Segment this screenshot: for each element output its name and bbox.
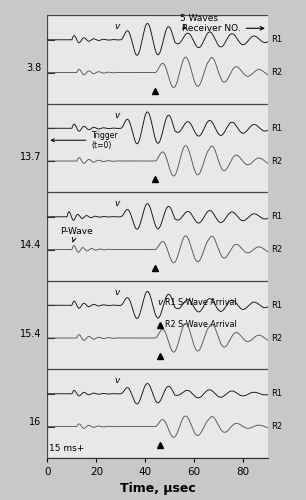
Text: R1: R1 xyxy=(271,301,282,310)
Text: v: v xyxy=(157,298,163,307)
Text: 14.4: 14.4 xyxy=(20,240,41,250)
Text: R2: R2 xyxy=(271,334,282,342)
Text: Receiver NO.: Receiver NO. xyxy=(182,24,264,33)
Text: v: v xyxy=(114,376,120,386)
Text: Trigger
(t=0): Trigger (t=0) xyxy=(51,130,118,150)
Text: Depth,
m: Depth, m xyxy=(8,0,41,2)
Text: R2: R2 xyxy=(271,422,282,431)
Text: R2 S-Wave Arrival: R2 S-Wave Arrival xyxy=(165,320,237,330)
Text: R1: R1 xyxy=(271,212,282,222)
Text: 16: 16 xyxy=(29,417,41,427)
Text: R2: R2 xyxy=(271,245,282,254)
Text: 5 Waves: 5 Waves xyxy=(180,14,218,29)
Text: R2: R2 xyxy=(271,68,282,77)
Text: R1: R1 xyxy=(271,36,282,44)
Text: R2: R2 xyxy=(271,156,282,166)
Text: v: v xyxy=(114,200,120,208)
Text: R1 S-Wave Arrival: R1 S-Wave Arrival xyxy=(165,298,237,307)
X-axis label: Time, μsec: Time, μsec xyxy=(120,482,196,495)
Text: 13.7: 13.7 xyxy=(20,152,41,162)
Text: 15.4: 15.4 xyxy=(20,328,41,338)
Text: R1: R1 xyxy=(271,124,282,133)
Text: v: v xyxy=(114,22,120,32)
Text: R1: R1 xyxy=(271,390,282,398)
Text: P-Wave: P-Wave xyxy=(60,228,92,242)
Text: v: v xyxy=(114,111,120,120)
Text: v: v xyxy=(114,288,120,297)
Text: 3.8: 3.8 xyxy=(26,63,41,73)
Text: 15 ms+: 15 ms+ xyxy=(49,444,84,453)
